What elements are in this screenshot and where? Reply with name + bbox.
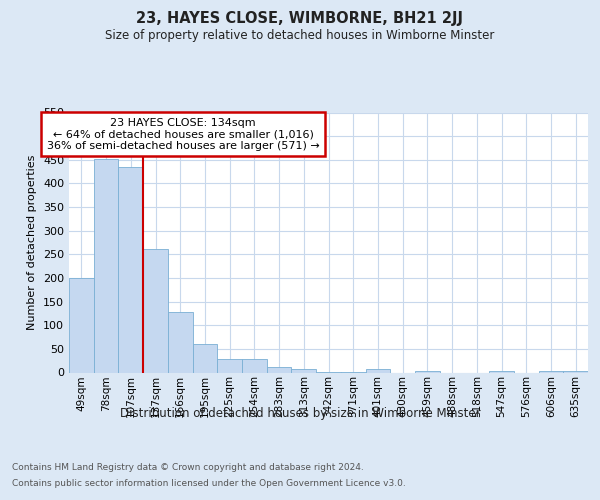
Bar [69, 278, 94, 372]
Bar [365, 369, 390, 372]
Bar [292, 369, 316, 372]
Bar [489, 370, 514, 372]
Text: 23, HAYES CLOSE, WIMBORNE, BH21 2JJ: 23, HAYES CLOSE, WIMBORNE, BH21 2JJ [137, 11, 464, 26]
Bar [242, 360, 267, 372]
Bar [118, 168, 143, 372]
Bar [193, 344, 217, 372]
Bar [168, 312, 193, 372]
Bar [563, 370, 588, 372]
Text: Distribution of detached houses by size in Wimborne Minster: Distribution of detached houses by size … [119, 408, 481, 420]
Y-axis label: Number of detached properties: Number of detached properties [28, 155, 37, 330]
Bar [217, 360, 242, 372]
Bar [539, 370, 563, 372]
Text: Contains HM Land Registry data © Crown copyright and database right 2024.: Contains HM Land Registry data © Crown c… [12, 462, 364, 471]
Bar [94, 159, 118, 372]
Text: Contains public sector information licensed under the Open Government Licence v3: Contains public sector information licen… [12, 479, 406, 488]
Text: Size of property relative to detached houses in Wimborne Minster: Size of property relative to detached ho… [106, 29, 494, 42]
Bar [415, 370, 440, 372]
Bar [143, 248, 168, 372]
Text: 23 HAYES CLOSE: 134sqm
← 64% of detached houses are smaller (1,016)
36% of semi-: 23 HAYES CLOSE: 134sqm ← 64% of detached… [47, 118, 320, 151]
Bar [267, 367, 292, 372]
